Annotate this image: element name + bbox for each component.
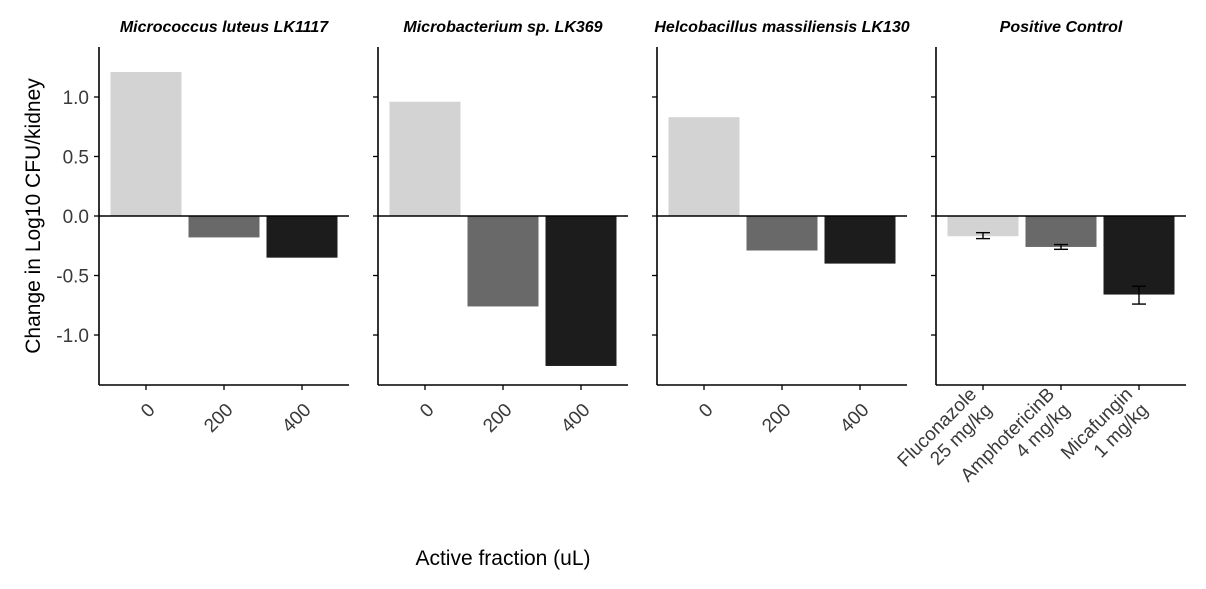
bar: [545, 216, 617, 366]
panel-title: Positive Control: [1000, 19, 1123, 36]
x-tick-label-line: 200: [200, 400, 237, 437]
y-tick-label: 1.0: [63, 88, 89, 109]
bar: [266, 216, 338, 258]
panel-1: Micrococcus luteus LK1117 0 200 400: [94, 19, 349, 437]
bar: [1025, 216, 1097, 247]
y-tick-label: -1.0: [56, 326, 89, 347]
y-tick-label: 0.0: [63, 207, 89, 228]
x-tick-label: 200: [200, 400, 237, 437]
y-axis: 1.0 0.5 0.0 -0.5 -1.0: [56, 88, 89, 347]
y-axis-title: Change in Log10 CFU/kidney: [22, 78, 45, 354]
panel-title: Helcobacillus massiliensis LK130: [654, 19, 909, 36]
x-tick-label: 0: [137, 400, 159, 422]
panel-title: Micrococcus luteus LK1117: [120, 19, 329, 36]
panel-2: Microbacterium sp. LK369 0 200 400: [373, 19, 628, 437]
x-tick-label: 200: [479, 400, 516, 437]
bar: [947, 216, 1019, 237]
x-tick-label: 0: [416, 400, 438, 422]
y-tick-label: 0.5: [63, 147, 89, 168]
bar: [110, 71, 182, 217]
x-tick-label: 400: [836, 400, 873, 437]
x-tick-label: 400: [557, 400, 594, 437]
bar: [188, 216, 260, 238]
x-tick-label-line: 200: [479, 400, 516, 437]
x-tick-label: Micafungin1 mg/kg: [1057, 384, 1152, 479]
x-tick-label: 400: [278, 400, 315, 437]
x-tick-label-line: 0: [416, 400, 438, 422]
bar: [389, 101, 461, 216]
x-tick-label-line: 400: [836, 400, 873, 437]
bar: [467, 216, 539, 307]
x-tick-label-line: 400: [557, 400, 594, 437]
bar: [746, 216, 818, 251]
panel-3: Helcobacillus massiliensis LK130 0 200 400: [652, 19, 910, 437]
bar: [824, 216, 896, 264]
x-tick-label-line: 200: [758, 400, 795, 437]
bar: [668, 117, 740, 216]
panel-title: Microbacterium sp. LK369: [403, 19, 602, 36]
x-axis-title: Active fraction (uL): [415, 547, 590, 570]
x-tick-label-line: 0: [137, 400, 159, 422]
y-tick-label: -0.5: [56, 267, 89, 288]
x-tick-label: 200: [758, 400, 795, 437]
x-tick-label-line: 400: [278, 400, 315, 437]
bar: [1103, 216, 1175, 295]
x-tick-label: 0: [695, 400, 717, 422]
x-tick-label-line: 0: [695, 400, 717, 422]
